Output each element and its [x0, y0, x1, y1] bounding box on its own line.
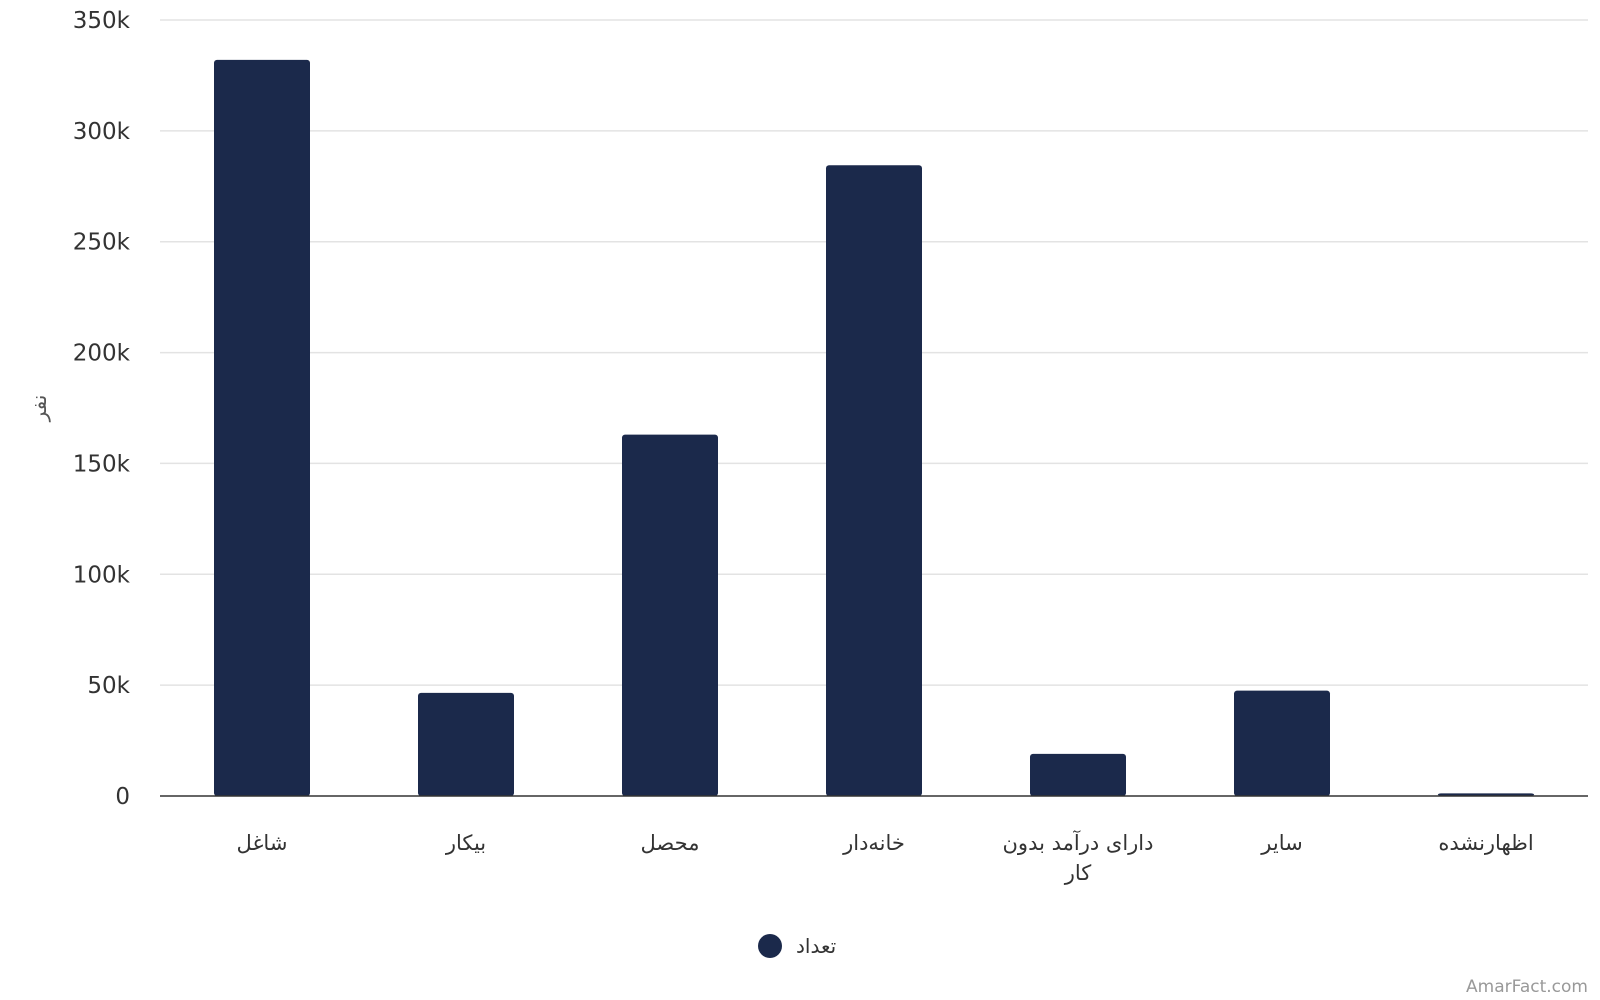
y-tick-label: 300k — [73, 119, 131, 145]
x-axis-labels: شاغل بیکار محصل خانه‌دار دارای درآمد بدون کار… — [237, 830, 1534, 885]
x-tick-label: خانه‌دار — [842, 831, 905, 855]
x-tick-label: سایر — [1260, 831, 1302, 855]
bars — [214, 59, 1534, 797]
y-axis-title: نفر — [27, 395, 51, 423]
x-tick-label: شاغل — [237, 831, 288, 855]
x-tick-label: دارای درآمد بدون کار — [1003, 830, 1154, 885]
y-tick-label: 50k — [87, 673, 130, 699]
source-credit[interactable]: AmarFact.com — [1466, 977, 1588, 997]
legend-marker — [758, 934, 782, 958]
y-tick-label: 100k — [73, 562, 131, 588]
bar[interactable] — [214, 59, 310, 797]
bar[interactable] — [622, 434, 718, 796]
legend[interactable]: تعداد — [758, 934, 836, 958]
x-tick-label: محصل — [641, 831, 700, 855]
y-tick-label: 200k — [73, 341, 131, 367]
y-tick-label: 350k — [73, 8, 131, 34]
y-axis-ticks: 0 50k 100k 150k 200k 250k 300k 350k — [73, 8, 131, 810]
y-tick-label: 250k — [73, 230, 131, 256]
x-tick-label: اظهارنشده — [1438, 831, 1533, 855]
bar[interactable] — [1030, 753, 1126, 796]
y-tick-label: 0 — [115, 784, 130, 810]
x-tick-label: بیکار — [445, 831, 486, 855]
y-tick-label: 150k — [73, 451, 131, 477]
bar[interactable] — [826, 165, 922, 797]
legend-label: تعداد — [796, 934, 836, 958]
bar[interactable] — [1234, 690, 1330, 796]
bar[interactable] — [418, 692, 514, 796]
